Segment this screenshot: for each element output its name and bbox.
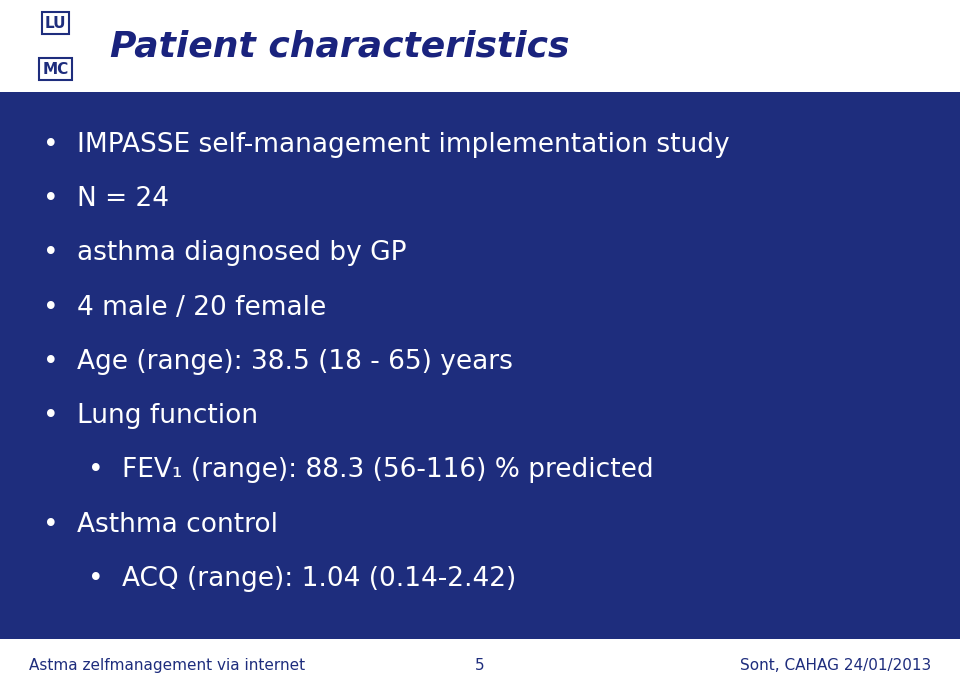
Text: Asthma control: Asthma control [77,512,277,538]
Text: LU: LU [45,16,66,30]
Text: Age (range): 38.5 (18 - 65) years: Age (range): 38.5 (18 - 65) years [77,349,513,375]
Bar [0,0,960,92]
Text: •: • [43,403,59,429]
Text: •: • [43,186,59,212]
Text: •: • [43,295,59,321]
Text: •: • [43,512,59,538]
Text: 4 male / 20 female: 4 male / 20 female [77,295,326,321]
Bar [0,624,960,639]
Text: •: • [43,240,59,267]
Text: 5: 5 [475,658,485,673]
Text: IMPASSE self-management implementation study: IMPASSE self-management implementation s… [77,132,730,158]
Text: •: • [43,132,59,158]
Bar [0,92,960,107]
Bar [0,107,960,627]
Text: Patient characteristics: Patient characteristics [110,29,570,63]
Text: ACQ (range): 1.04 (0.14-2.42): ACQ (range): 1.04 (0.14-2.42) [122,566,516,592]
Text: •: • [43,349,59,375]
Text: Lung function: Lung function [77,403,258,429]
Text: asthma diagnosed by GP: asthma diagnosed by GP [77,240,406,267]
Text: Sont, CAHAG 24/01/2013: Sont, CAHAG 24/01/2013 [740,658,931,673]
Text: N = 24: N = 24 [77,186,169,212]
Text: MC: MC [42,62,69,76]
Bar [0,639,960,687]
Text: FEV₁ (range): 88.3 (56-116) % predicted: FEV₁ (range): 88.3 (56-116) % predicted [122,458,654,484]
Text: •: • [88,458,104,484]
Text: Astma zelfmanagement via internet: Astma zelfmanagement via internet [29,658,305,673]
Text: •: • [88,566,104,592]
